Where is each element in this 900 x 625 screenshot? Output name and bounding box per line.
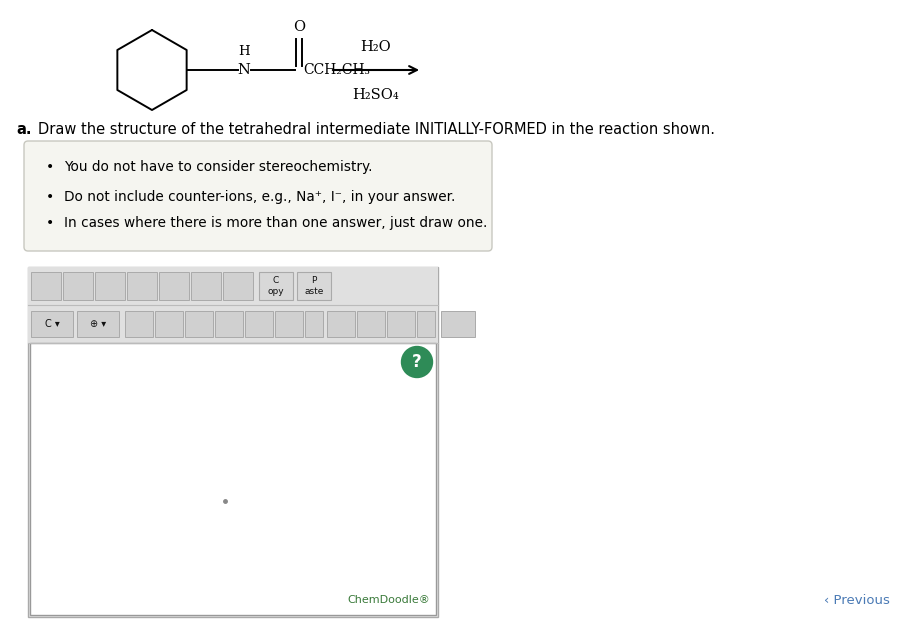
Text: H₂O: H₂O bbox=[361, 40, 392, 54]
Bar bbox=[275, 311, 303, 337]
Text: In cases where there is more than one answer, just draw one.: In cases where there is more than one an… bbox=[64, 216, 488, 230]
Text: H: H bbox=[238, 45, 250, 58]
Bar bbox=[77, 311, 119, 337]
Bar bbox=[31, 272, 61, 300]
Text: a.: a. bbox=[16, 122, 32, 138]
Text: ⊕ ▾: ⊕ ▾ bbox=[90, 319, 106, 329]
Bar bbox=[63, 272, 93, 300]
Bar bbox=[441, 311, 475, 337]
Text: Do not include counter-ions, e.g., Na⁺, I⁻, in your answer.: Do not include counter-ions, e.g., Na⁺, … bbox=[64, 190, 455, 204]
Bar bbox=[259, 272, 293, 300]
Text: C ▾: C ▾ bbox=[45, 319, 59, 329]
Bar bbox=[159, 272, 189, 300]
Bar bbox=[215, 311, 243, 337]
Bar bbox=[30, 343, 436, 615]
Bar bbox=[357, 311, 385, 337]
FancyBboxPatch shape bbox=[28, 267, 438, 617]
Text: C
opy: C opy bbox=[267, 276, 284, 296]
Text: •: • bbox=[46, 216, 54, 230]
Bar bbox=[28, 305, 438, 343]
FancyBboxPatch shape bbox=[24, 141, 492, 251]
Bar bbox=[185, 311, 213, 337]
Text: H₂SO₄: H₂SO₄ bbox=[353, 88, 400, 102]
Text: •: • bbox=[46, 160, 54, 174]
Text: N: N bbox=[238, 63, 250, 77]
Bar bbox=[245, 311, 273, 337]
Text: O: O bbox=[292, 20, 305, 34]
Bar bbox=[387, 311, 415, 337]
Bar bbox=[327, 311, 355, 337]
Bar bbox=[95, 272, 125, 300]
Bar bbox=[31, 311, 73, 337]
Bar bbox=[28, 267, 438, 305]
Bar bbox=[305, 311, 323, 337]
Text: ‹ Previous: ‹ Previous bbox=[824, 594, 890, 606]
Text: ChemDoodle®: ChemDoodle® bbox=[347, 595, 430, 605]
Circle shape bbox=[401, 346, 433, 378]
Bar bbox=[417, 311, 435, 337]
Text: CCH₂CH₃: CCH₂CH₃ bbox=[303, 63, 370, 77]
Bar bbox=[223, 272, 253, 300]
Bar bbox=[191, 272, 221, 300]
Text: Draw the structure of the tetrahedral intermediate INITIALLY-FORMED in the react: Draw the structure of the tetrahedral in… bbox=[38, 122, 715, 138]
Bar bbox=[127, 272, 157, 300]
Text: ?: ? bbox=[412, 353, 422, 371]
Bar bbox=[155, 311, 183, 337]
Bar bbox=[125, 311, 153, 337]
Text: You do not have to consider stereochemistry.: You do not have to consider stereochemis… bbox=[64, 160, 373, 174]
Text: P
aste: P aste bbox=[304, 276, 324, 296]
Bar bbox=[297, 272, 331, 300]
Text: •: • bbox=[46, 190, 54, 204]
